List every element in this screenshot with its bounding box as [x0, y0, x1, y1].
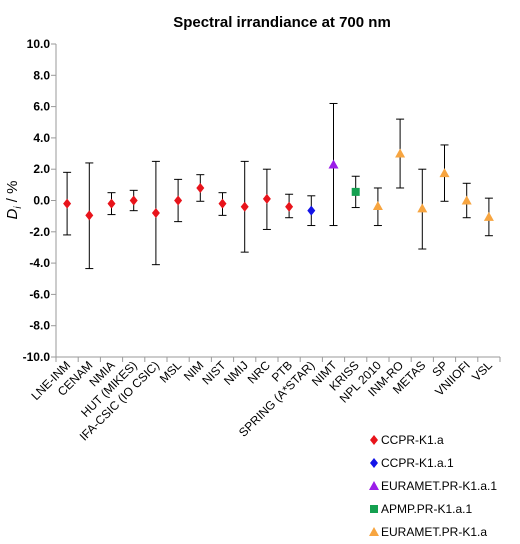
x-tick-label: VSL	[469, 358, 495, 384]
legend-marker	[369, 527, 379, 536]
y-tick-label: 6.0	[33, 100, 50, 114]
y-tick-label: 2.0	[33, 162, 50, 176]
data-point	[107, 192, 116, 216]
legend-item: CCPR-K1.a.1	[370, 456, 454, 470]
data-point	[395, 118, 406, 189]
y-tick-label: -8.0	[29, 319, 50, 333]
legend-marker	[369, 481, 379, 490]
y-axis-label-rest: / %	[4, 181, 21, 207]
data-point	[63, 171, 72, 236]
legend-label: APMP.PR-K1.a.1	[381, 502, 472, 516]
legend-label: EURAMET.PR-K1.a.1	[381, 479, 497, 493]
point-marker	[218, 198, 227, 209]
legend: CCPR-K1.a CCPR-K1.a.1 EURAMET.PR-K1.a.1 APM…	[369, 433, 497, 539]
y-axis-label-main: D	[4, 208, 21, 219]
point-marker	[307, 205, 316, 216]
point-marker	[285, 201, 294, 212]
data-point	[240, 160, 249, 253]
data-point	[262, 168, 271, 230]
data-points	[63, 102, 494, 270]
y-axis-label-sub: i	[13, 206, 24, 209]
point-marker	[174, 195, 183, 206]
legend-marker	[370, 505, 378, 513]
point-marker	[196, 182, 205, 193]
point-marker	[63, 198, 72, 209]
data-point	[196, 174, 205, 202]
data-point	[129, 189, 138, 212]
point-marker	[372, 200, 383, 210]
point-marker	[328, 159, 339, 169]
y-tick-label: 10.0	[27, 37, 51, 51]
y-tick-label: -2.0	[29, 225, 50, 239]
data-point	[285, 193, 294, 219]
axes	[55, 44, 500, 358]
point-marker	[240, 201, 249, 212]
chart-title: Spectral irrandiance at 700 nm	[173, 14, 391, 31]
legend-item: EURAMET.PR-K1.a	[369, 525, 487, 539]
y-ticks: 10.0 8.0 6.0 4.0 2.0 0.0 -2.0 -4.0 -6.0 -8.0 -10.0	[23, 37, 56, 364]
legend-item: EURAMET.PR-K1.a.1	[369, 479, 497, 493]
point-marker	[129, 195, 138, 206]
x-tick-label: NMIJ	[221, 358, 251, 388]
y-tick-label: -6.0	[29, 287, 50, 301]
point-marker	[483, 211, 494, 221]
x-tick-label: MSL	[157, 358, 185, 386]
point-marker	[351, 187, 360, 196]
data-point	[439, 144, 450, 202]
y-tick-label: 4.0	[33, 131, 50, 145]
y-tick-label: -10.0	[23, 350, 51, 364]
x-tick-label: NIST	[199, 358, 229, 388]
legend-label: CCPR-K1.a.1	[381, 456, 454, 470]
legend-label: CCPR-K1.a	[381, 433, 444, 447]
x-tick-label: NRC	[245, 358, 274, 387]
data-point	[417, 168, 428, 250]
data-point	[307, 195, 316, 227]
data-point	[151, 160, 160, 266]
y-tick-label: 8.0	[33, 68, 50, 82]
point-marker	[262, 193, 271, 204]
data-point	[351, 175, 360, 209]
legend-marker	[370, 435, 378, 445]
point-marker	[85, 210, 94, 221]
point-marker	[439, 168, 450, 178]
data-point	[483, 197, 494, 237]
legend-item: CCPR-K1.a	[370, 433, 444, 447]
point-marker	[461, 195, 472, 205]
data-point	[218, 192, 227, 216]
data-point	[85, 162, 94, 270]
point-marker	[107, 198, 116, 209]
y-axis-label: Di / %	[4, 181, 24, 220]
point-marker	[417, 203, 428, 213]
y-tick-label: 0.0	[33, 194, 50, 208]
point-marker	[395, 148, 406, 158]
y-tick-label: -4.0	[29, 256, 50, 270]
point-marker	[151, 208, 160, 219]
data-point	[328, 102, 339, 227]
legend-label: EURAMET.PR-K1.a	[381, 525, 487, 539]
data-point	[461, 182, 472, 219]
data-point	[372, 187, 383, 227]
legend-marker	[370, 458, 378, 468]
data-point	[174, 178, 183, 223]
legend-item: APMP.PR-K1.a.1	[370, 502, 472, 516]
